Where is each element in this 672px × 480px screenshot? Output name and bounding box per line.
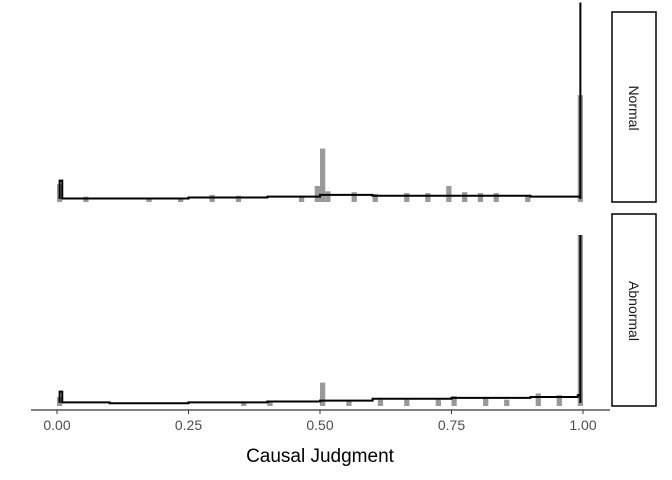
histogram-bar <box>325 191 331 202</box>
histogram-bar <box>477 193 484 202</box>
histogram-bar <box>525 194 531 202</box>
histogram-bar <box>377 399 384 406</box>
histogram-bar <box>451 396 457 406</box>
histogram-bar <box>556 395 562 406</box>
fitted-line <box>58 235 582 405</box>
histogram-bar <box>535 393 541 406</box>
histogram-bar <box>235 195 242 202</box>
x-tick-label: 0.50 <box>306 417 333 433</box>
histogram-bar <box>267 400 273 406</box>
histogram-bar <box>346 400 352 406</box>
histogram-bar <box>314 185 320 202</box>
histogram-bar <box>435 399 441 406</box>
histogram-bar <box>483 398 489 406</box>
panels-layer: Normal Abnormal <box>57 2 657 407</box>
x-axis-title: Causal Judgment <box>246 446 395 467</box>
strip-box <box>611 11 657 203</box>
histogram-bar <box>320 382 326 406</box>
histogram-bar <box>241 402 247 406</box>
histogram-bar <box>404 193 410 202</box>
panel-abnormal: Abnormal <box>57 213 657 407</box>
histogram-bar <box>446 185 452 202</box>
x-tick-label: 0.00 <box>43 417 70 433</box>
histogram-bar <box>425 193 431 202</box>
strip-label: Abnormal <box>626 281 642 341</box>
histogram-bar <box>462 192 468 202</box>
strip-box <box>611 213 657 407</box>
histogram-bar <box>504 399 510 406</box>
histogram-bar <box>146 198 152 202</box>
fitted-line <box>58 2 582 200</box>
x-axis-ticks: 0.00 0.25 0.50 0.75 1.00 <box>43 410 597 433</box>
x-tick-label: 0.25 <box>175 417 202 433</box>
histogram-bar <box>351 192 357 202</box>
histogram-bar <box>372 193 378 202</box>
x-tick-label: 0.75 <box>438 417 465 433</box>
histogram-bar <box>177 197 184 202</box>
panel-normal: Normal <box>57 2 657 203</box>
strip-label: Normal <box>626 85 642 130</box>
histogram-bar <box>320 148 326 202</box>
histogram-bar <box>404 399 410 406</box>
x-tick-label: 1.00 <box>569 417 596 433</box>
histogram-bar <box>298 195 305 202</box>
histogram-bar <box>493 193 499 202</box>
